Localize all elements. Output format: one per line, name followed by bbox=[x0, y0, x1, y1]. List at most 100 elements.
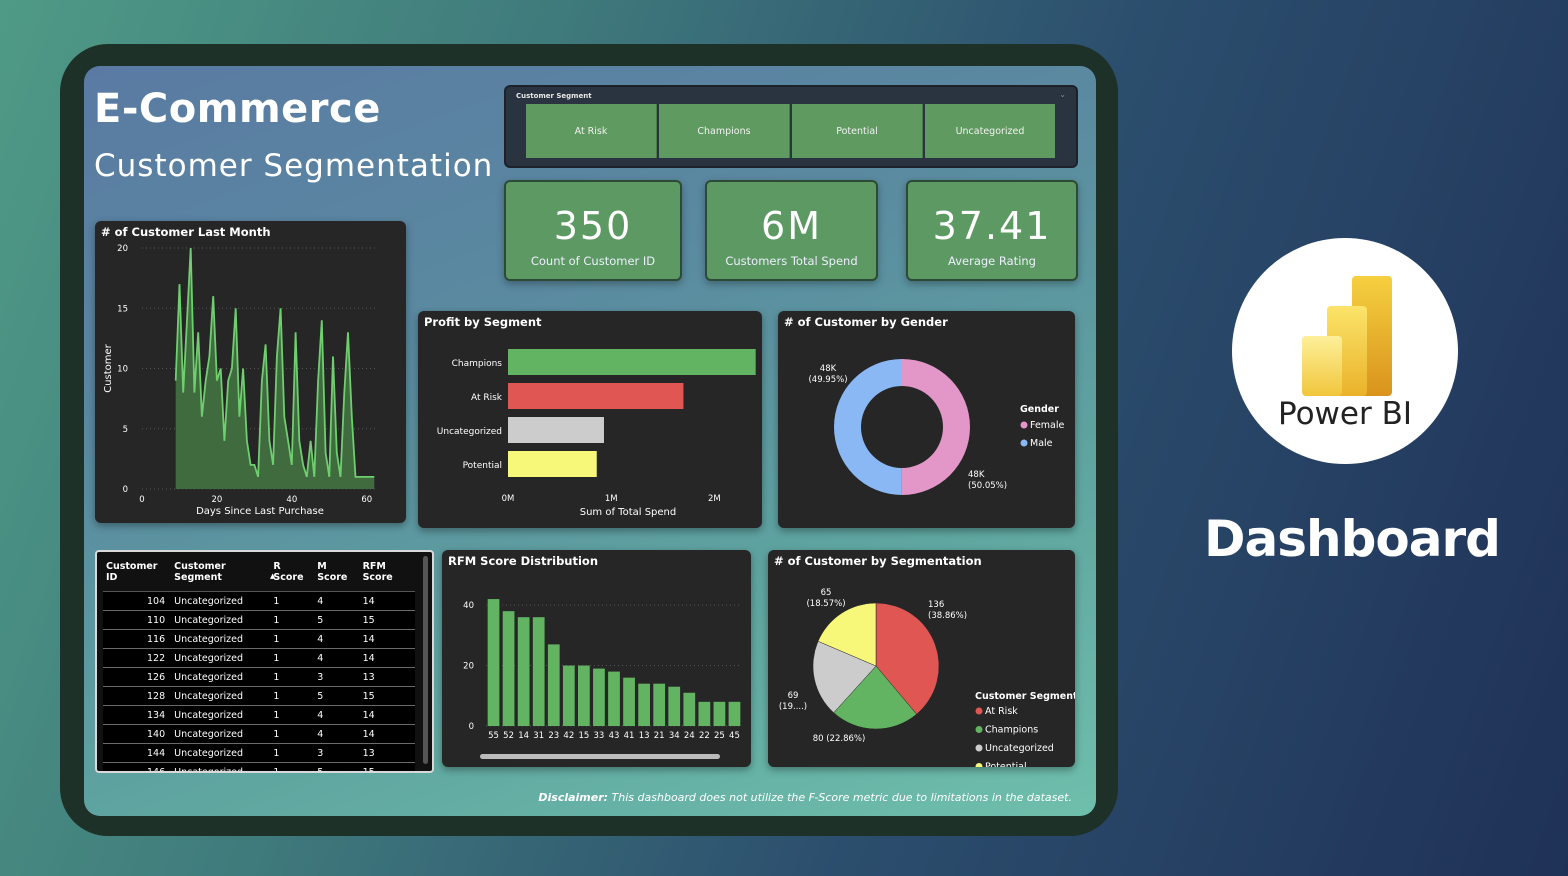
data-label: 136 bbox=[928, 600, 944, 610]
kpi-value: 350 bbox=[553, 204, 633, 248]
table-cell: 146 bbox=[103, 762, 172, 771]
slicer-option-potential[interactable]: Potential bbox=[792, 104, 923, 158]
data-label: (49.95%) bbox=[808, 375, 847, 385]
column-header-rfm-score[interactable]: RFM Score bbox=[359, 558, 415, 592]
table-cell: Uncategorized bbox=[171, 610, 271, 630]
table-cell: 5 bbox=[314, 610, 360, 630]
bar bbox=[508, 383, 684, 409]
slicer-option-champions[interactable]: Champions bbox=[659, 104, 790, 158]
x-axis-title: Sum of Total Spend bbox=[580, 507, 677, 518]
rfm-table[interactable]: Customer ID Customer Segment R Score M S… bbox=[95, 550, 434, 773]
column-bar bbox=[623, 677, 635, 726]
x-tick-label: 21 bbox=[654, 731, 665, 741]
table-cell: 116 bbox=[103, 629, 172, 649]
customer-by-gender-chart[interactable]: # of Customer by Gender 48K (50.05%) 48K (4… bbox=[778, 311, 1075, 528]
slicer-option-uncategorized[interactable]: Uncategorized bbox=[925, 104, 1055, 158]
data-label: 69 bbox=[788, 691, 799, 701]
table-cell: 1 bbox=[270, 648, 315, 668]
table-row[interactable]: 144 Uncategorized 1 3 13 bbox=[103, 743, 415, 763]
table-row[interactable]: 140 Uncategorized 1 4 14 bbox=[103, 724, 415, 744]
table-cell: 1 bbox=[270, 667, 315, 687]
x-tick-label: 24 bbox=[684, 731, 695, 741]
y-tick-label: 0 bbox=[123, 485, 128, 495]
legend-item: At Risk bbox=[985, 706, 1018, 717]
chevron-down-icon[interactable]: ⌄ bbox=[1059, 90, 1066, 99]
table-cell: 134 bbox=[103, 705, 172, 725]
table-cell: 15 bbox=[359, 686, 415, 706]
kpi-card-rating[interactable]: 37.41 Average Rating bbox=[906, 180, 1078, 281]
table-row[interactable]: 116 Uncategorized 1 4 14 bbox=[103, 629, 415, 649]
table-row[interactable]: 122 Uncategorized 1 4 14 bbox=[103, 648, 415, 668]
y-tick-label: 0 bbox=[469, 722, 474, 732]
table-cell: 3 bbox=[314, 743, 360, 763]
table-cell: 4 bbox=[314, 724, 360, 744]
table-cell: 5 bbox=[314, 762, 360, 771]
chart-title: # of Customer Last Month bbox=[101, 225, 271, 239]
table-cell: 14 bbox=[359, 648, 415, 668]
table-cell: 122 bbox=[103, 648, 172, 668]
column-bar bbox=[728, 701, 741, 726]
y-tick-label: 20 bbox=[463, 662, 474, 672]
rfm-score-distribution-chart[interactable]: RFM Score Distribution 0 20 40 55 52 14 31 23 42… bbox=[442, 550, 751, 767]
disclaimer-label: Disclaimer: bbox=[538, 791, 609, 804]
y-tick-label: 20 bbox=[117, 244, 128, 254]
x-tick-label: 31 bbox=[533, 731, 544, 741]
table-row[interactable]: 146 Uncategorized 1 5 15 bbox=[103, 762, 415, 771]
table-cell: Uncategorized bbox=[171, 762, 271, 771]
horizontal-scrollbar[interactable] bbox=[480, 754, 720, 759]
column-header-segment[interactable]: Customer Segment bbox=[171, 558, 271, 592]
legend-marker bbox=[975, 726, 983, 733]
table-row[interactable]: 126 Uncategorized 1 3 13 bbox=[103, 667, 415, 687]
dashboard-screen: E-Commerce Customer Segmentation Custome… bbox=[84, 66, 1096, 816]
bar bbox=[508, 349, 756, 375]
x-tick-label: 55 bbox=[488, 731, 499, 741]
slicer-option-at-risk[interactable]: At Risk bbox=[526, 104, 657, 158]
x-tick-label: 25 bbox=[714, 731, 725, 741]
column-bar bbox=[653, 683, 666, 726]
kpi-label: Count of Customer ID bbox=[530, 254, 656, 268]
table-cell: Uncategorized bbox=[171, 743, 271, 763]
kpi-card-spend[interactable]: 6M Customers Total Spend bbox=[705, 180, 878, 281]
column-bar bbox=[608, 671, 620, 726]
table-scrollbar[interactable] bbox=[423, 556, 428, 764]
legend-item: Uncategorized bbox=[985, 743, 1054, 754]
x-tick-label: 45 bbox=[729, 731, 740, 741]
legend-item: Female bbox=[1030, 420, 1065, 431]
customer-last-month-chart[interactable]: # of Customer Last Month 0 5 10 15 20 0 20 40 60… bbox=[95, 221, 406, 523]
table-cell: Uncategorized bbox=[171, 591, 271, 611]
table-cell: 4 bbox=[314, 629, 360, 649]
table-row[interactable]: 110 Uncategorized 1 5 15 bbox=[103, 610, 415, 630]
column-bar bbox=[547, 644, 560, 726]
area-line bbox=[174, 247, 375, 478]
y-tick-label: 10 bbox=[117, 365, 128, 375]
legend-marker bbox=[1020, 439, 1028, 447]
table-row[interactable]: 104 Uncategorized 1 4 14 bbox=[103, 591, 415, 611]
kpi-value: 6M bbox=[761, 204, 822, 248]
table-cell: 14 bbox=[359, 705, 415, 725]
bar bbox=[508, 417, 604, 443]
x-tick-label: 40 bbox=[286, 495, 297, 505]
column-header-m-score[interactable]: M Score bbox=[314, 558, 360, 592]
y-axis-title: Customer bbox=[103, 343, 114, 392]
chart-title: Profit by Segment bbox=[424, 315, 542, 329]
table-cell: 104 bbox=[103, 591, 172, 611]
data-label: 48K bbox=[968, 470, 985, 480]
column-bar bbox=[683, 692, 696, 726]
chart-title: # of Customer by Gender bbox=[784, 315, 948, 329]
column-header-customer-id[interactable]: Customer ID bbox=[103, 558, 172, 592]
customer-by-segmentation-chart[interactable]: # of Customer by Segmentation 136 (38.86%… bbox=[768, 550, 1075, 767]
sort-asc-icon: ▲ bbox=[270, 572, 276, 580]
x-tick-label: 41 bbox=[624, 731, 635, 741]
table-cell: 4 bbox=[314, 591, 360, 611]
table-row[interactable]: 134 Uncategorized 1 4 14 bbox=[103, 705, 415, 725]
table-cell: 14 bbox=[359, 724, 415, 744]
kpi-value: 37.41 bbox=[932, 204, 1052, 248]
column-chart-svg: 0 20 40 55 52 14 31 23 42 15 33 43 41 13 21 34 24 22 25 45 bbox=[463, 599, 742, 741]
kpi-card-count[interactable]: 350 Count of Customer ID bbox=[504, 180, 682, 281]
table-row[interactable]: 128 Uncategorized 1 5 15 bbox=[103, 686, 415, 706]
column-header-r-score[interactable]: R Score bbox=[270, 558, 315, 592]
table-cell: Uncategorized bbox=[171, 686, 271, 706]
x-tick-label: 1M bbox=[605, 494, 618, 504]
profit-by-segment-chart[interactable]: Profit by Segment Champions At Risk Uncate… bbox=[418, 311, 762, 528]
table-cell: 14 bbox=[359, 629, 415, 649]
